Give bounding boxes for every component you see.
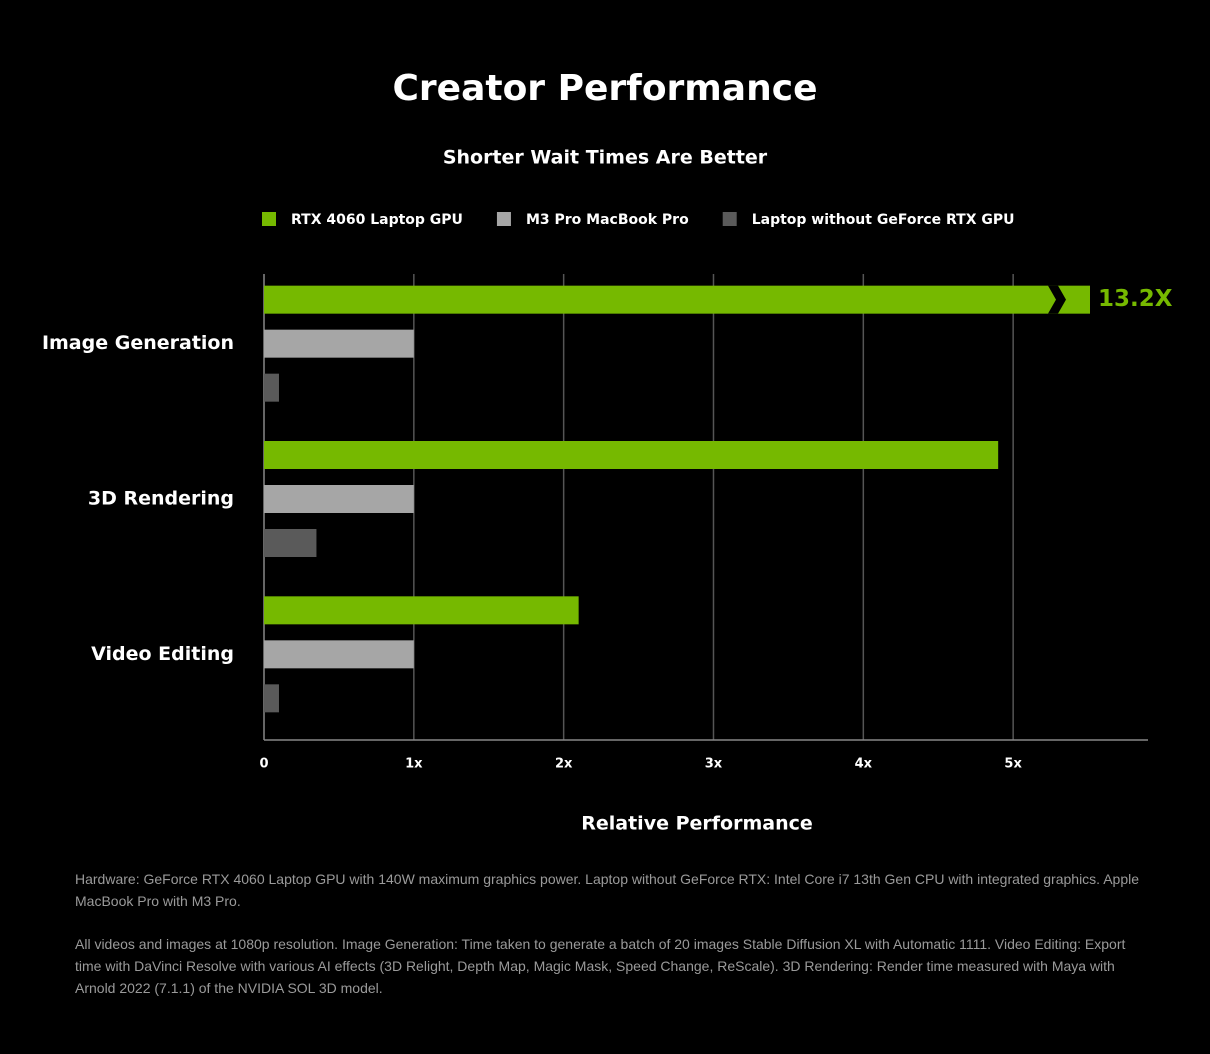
x-tick-label: 5x [1004, 757, 1022, 772]
x-tick-label: 3x [705, 757, 723, 772]
bar [264, 329, 414, 358]
bar [264, 285, 1090, 314]
axis-break [1048, 285, 1066, 314]
chart-title: Creator Performance [392, 68, 817, 109]
category-label: Video Editing [91, 643, 234, 665]
legend-swatch [262, 212, 276, 226]
bar [264, 684, 279, 713]
bar [264, 441, 999, 469]
value-label: 13.2X [1098, 286, 1173, 312]
category-label: Image Generation [42, 332, 234, 354]
bar [264, 596, 579, 625]
category-label: 3D Rendering [88, 488, 234, 510]
footnote: Hardware: GeForce RTX 4060 Laptop GPU wi… [75, 871, 1139, 909]
chart: Creator Performance Shorter Wait Times A… [42, 68, 1173, 835]
legend-label: M3 Pro MacBook Pro [526, 212, 689, 228]
bar [264, 640, 414, 669]
legend-label: RTX 4060 Laptop GPU [291, 212, 463, 228]
x-tick-label: 1x [405, 757, 423, 772]
footnote: All videos and images at 1080p resolutio… [75, 936, 1126, 996]
legend-label: Laptop without GeForce RTX GPU [752, 212, 1015, 228]
x-tick-label: 0 [259, 757, 268, 772]
legend-swatch [496, 212, 511, 226]
chart-subtitle: Shorter Wait Times Are Better [443, 147, 768, 169]
x-tick-label: 4x [855, 757, 873, 772]
x-axis-label: Relative Performance [581, 813, 813, 835]
bar [264, 485, 414, 513]
legend-swatch [722, 212, 737, 226]
footnotes: Hardware: GeForce RTX 4060 Laptop GPU wi… [75, 868, 1145, 1020]
x-tick-label: 2x [555, 757, 573, 772]
bar [264, 529, 317, 557]
bar [264, 373, 279, 402]
